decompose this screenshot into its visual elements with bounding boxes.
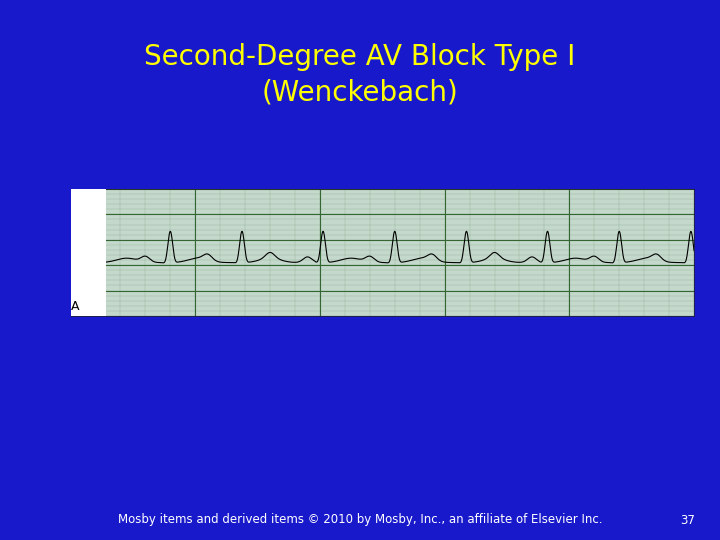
Text: Mosby items and derived items © 2010 by Mosby, Inc., an affiliate of Elsevier In: Mosby items and derived items © 2010 by … bbox=[118, 514, 602, 526]
Text: Second-Degree AV Block Type I
(Wenckebach): Second-Degree AV Block Type I (Wenckebac… bbox=[144, 43, 576, 107]
Text: 37: 37 bbox=[680, 514, 695, 526]
Text: A: A bbox=[71, 300, 80, 313]
